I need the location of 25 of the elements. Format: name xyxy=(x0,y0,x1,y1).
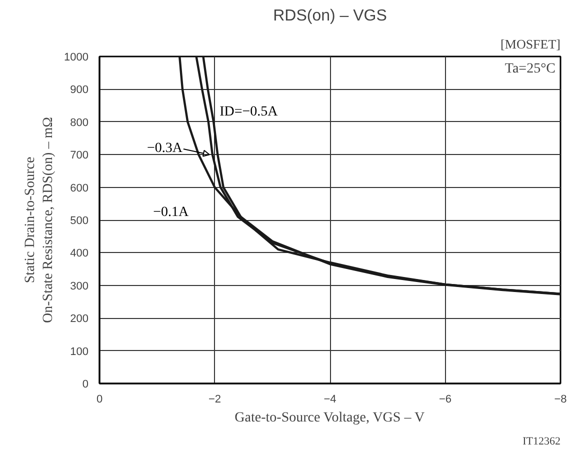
text: −0.3A xyxy=(146,141,184,156)
text: IT12362 xyxy=(522,436,561,448)
x-tick-label: −6 xyxy=(438,394,452,406)
y-tick-label: 500 xyxy=(70,215,89,227)
series-label: ID=−0.5A xyxy=(220,104,279,120)
text: [MOSFET] xyxy=(500,36,561,52)
x-tick-label: −8 xyxy=(554,394,567,406)
y-tick-label: 600 xyxy=(70,182,89,194)
x-tick-label: −2 xyxy=(208,394,222,406)
y-tick-label: 300 xyxy=(70,280,89,292)
y-tick-label: 900 xyxy=(70,84,89,96)
chart-title: RDS(on) – VGS xyxy=(273,8,387,24)
x-tick-label: 0 xyxy=(96,394,103,406)
x-axis-title: Gate-to-Source Voltage, VGS – V xyxy=(234,410,425,426)
annotation: Ta=25°C xyxy=(504,62,556,76)
text: −0.1A xyxy=(153,205,190,220)
y-tick-label: 700 xyxy=(70,150,89,162)
y-tick-label: 0 xyxy=(82,378,89,390)
y-tick-label: 400 xyxy=(70,248,89,260)
y-tick-label: 100 xyxy=(70,346,89,358)
y-tick-label: 800 xyxy=(70,116,89,129)
y-tick-label: 1000 xyxy=(64,52,89,64)
y-tick-label: 200 xyxy=(70,313,89,326)
x-tick-label: −4 xyxy=(324,394,336,406)
y-axis-title: Static Drain-to-Source On-State Resistance, RDS(on) – mΩ xyxy=(23,116,56,323)
